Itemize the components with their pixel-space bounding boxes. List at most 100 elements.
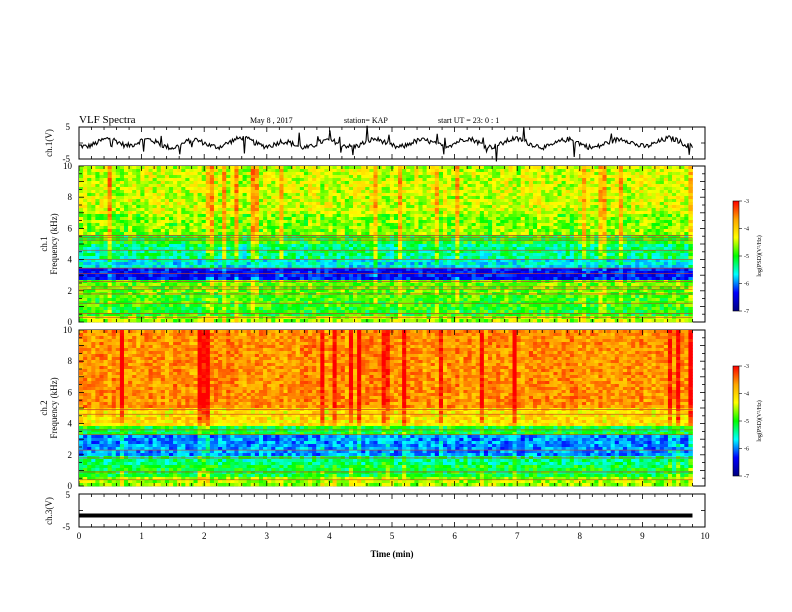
spectrogram-cell	[87, 253, 92, 257]
spectrogram-cell	[238, 178, 243, 182]
spectrogram-cell	[459, 220, 464, 224]
spectrogram-cell	[606, 205, 612, 209]
spectrogram-cell	[586, 232, 591, 236]
spectrogram-cell	[389, 238, 395, 242]
spectrogram-cell	[508, 187, 513, 191]
spectrogram-cell	[103, 244, 109, 248]
spectrogram-cell	[279, 208, 284, 212]
spectrogram-cell	[467, 229, 473, 233]
spectrogram-cell	[553, 202, 558, 206]
spectrogram-cell	[520, 166, 526, 170]
spectrogram-cell	[569, 190, 575, 194]
spectrogram-cell	[622, 250, 628, 254]
spectrogram-cell	[532, 235, 538, 239]
spectrogram-cell	[271, 166, 276, 170]
spectrogram-cell	[639, 184, 644, 188]
spectrogram-cell	[590, 211, 595, 215]
spectrogram-cell	[565, 199, 571, 203]
spectrogram-cell	[87, 256, 92, 260]
spectrogram-cell	[672, 202, 677, 206]
spectrogram-cell	[643, 238, 648, 242]
spectrogram-cell	[381, 175, 387, 179]
spectrogram-cell	[263, 244, 268, 248]
spectrogram-cell	[471, 187, 477, 191]
spectrogram-cell	[385, 175, 391, 179]
spectrogram-cell	[483, 220, 489, 224]
spectrogram-cell	[95, 238, 100, 242]
spectrogram-cell	[87, 211, 92, 215]
spectrogram-cell	[463, 178, 468, 182]
spectrogram-cell	[209, 193, 215, 197]
spectrogram-cell	[438, 217, 444, 221]
spectrogram-cell	[684, 244, 689, 248]
spectrogram-cell	[618, 247, 624, 251]
spectrogram-cell	[447, 166, 452, 170]
spectrogram-cell	[357, 244, 362, 248]
spectrogram-cell	[492, 178, 497, 182]
spectrogram-cell	[655, 259, 661, 263]
spectrogram-cell	[479, 220, 485, 224]
spectrogram-cell	[496, 196, 501, 200]
spectrogram-cell	[99, 241, 104, 245]
spectrogram-cell	[287, 226, 293, 230]
spectrogram-cell	[185, 244, 190, 248]
spectrogram-cell	[156, 229, 162, 233]
spectrogram-cell	[132, 241, 137, 245]
spectrogram-cell	[549, 175, 554, 179]
spectrogram-cell	[586, 187, 591, 191]
spectrogram-cell	[308, 184, 313, 188]
spectrogram-cell	[201, 238, 207, 242]
spectrogram-cell	[136, 232, 141, 236]
spectrogram-cell	[189, 226, 194, 230]
spectrogram-cell	[385, 232, 391, 236]
spectrogram-cell	[520, 217, 526, 221]
spectrogram-cell	[152, 202, 158, 206]
spectrogram-cell	[193, 193, 199, 197]
spectrogram-cell	[357, 250, 362, 254]
spectrogram-cell	[193, 169, 199, 173]
spectrogram-cell	[312, 262, 317, 266]
spectrogram-cell	[537, 169, 542, 173]
spectrogram-cell	[438, 253, 444, 257]
spectrogram-cell	[173, 202, 178, 206]
spectrogram-cell	[361, 256, 366, 260]
spectrogram-cell	[275, 244, 280, 248]
spectrogram-cell	[201, 199, 207, 203]
spectrogram-cell	[520, 223, 526, 227]
spectrogram-cell	[291, 229, 297, 233]
spectrogram-cell	[316, 256, 321, 260]
spectrogram-cell	[684, 256, 689, 260]
spectrogram-cell	[189, 253, 194, 257]
spectrogram-cell	[123, 247, 129, 251]
spectrogram-cell	[123, 190, 129, 194]
spectrogram-cell	[516, 250, 522, 254]
spectrogram-cell	[561, 235, 567, 239]
spectrogram-cell	[344, 241, 350, 245]
spectrogram-cell	[254, 184, 260, 188]
spectrogram-cell	[99, 208, 104, 212]
spectrogram-cell	[357, 187, 362, 191]
spectrogram-cell	[361, 247, 366, 251]
spectrogram-cell	[316, 208, 321, 212]
spectrogram-cell	[140, 232, 145, 236]
spectrogram-cell	[443, 259, 448, 263]
spectrogram-cell	[340, 196, 346, 200]
spectrogram-cell	[500, 244, 505, 248]
spectrogram-cell	[91, 190, 96, 194]
spectrogram-cell	[643, 220, 648, 224]
spectrogram-cell	[496, 166, 501, 170]
spectrogram-cell	[299, 241, 305, 245]
spectrogram-cell	[348, 232, 354, 236]
spectrogram-cell	[79, 259, 84, 263]
spectrogram-cell	[99, 262, 104, 266]
spectrogram-cell	[667, 214, 673, 218]
spectrogram-cell	[524, 256, 530, 260]
spectrogram-cell	[573, 193, 579, 197]
spectrogram-cell	[299, 175, 305, 179]
spectrogram-cell	[672, 247, 677, 251]
spectrogram-cell	[119, 208, 125, 212]
spectrogram-cell	[541, 190, 546, 194]
spectrogram-cell	[185, 247, 190, 251]
spectrogram-cell	[651, 244, 657, 248]
spectrogram-cell	[672, 172, 677, 176]
